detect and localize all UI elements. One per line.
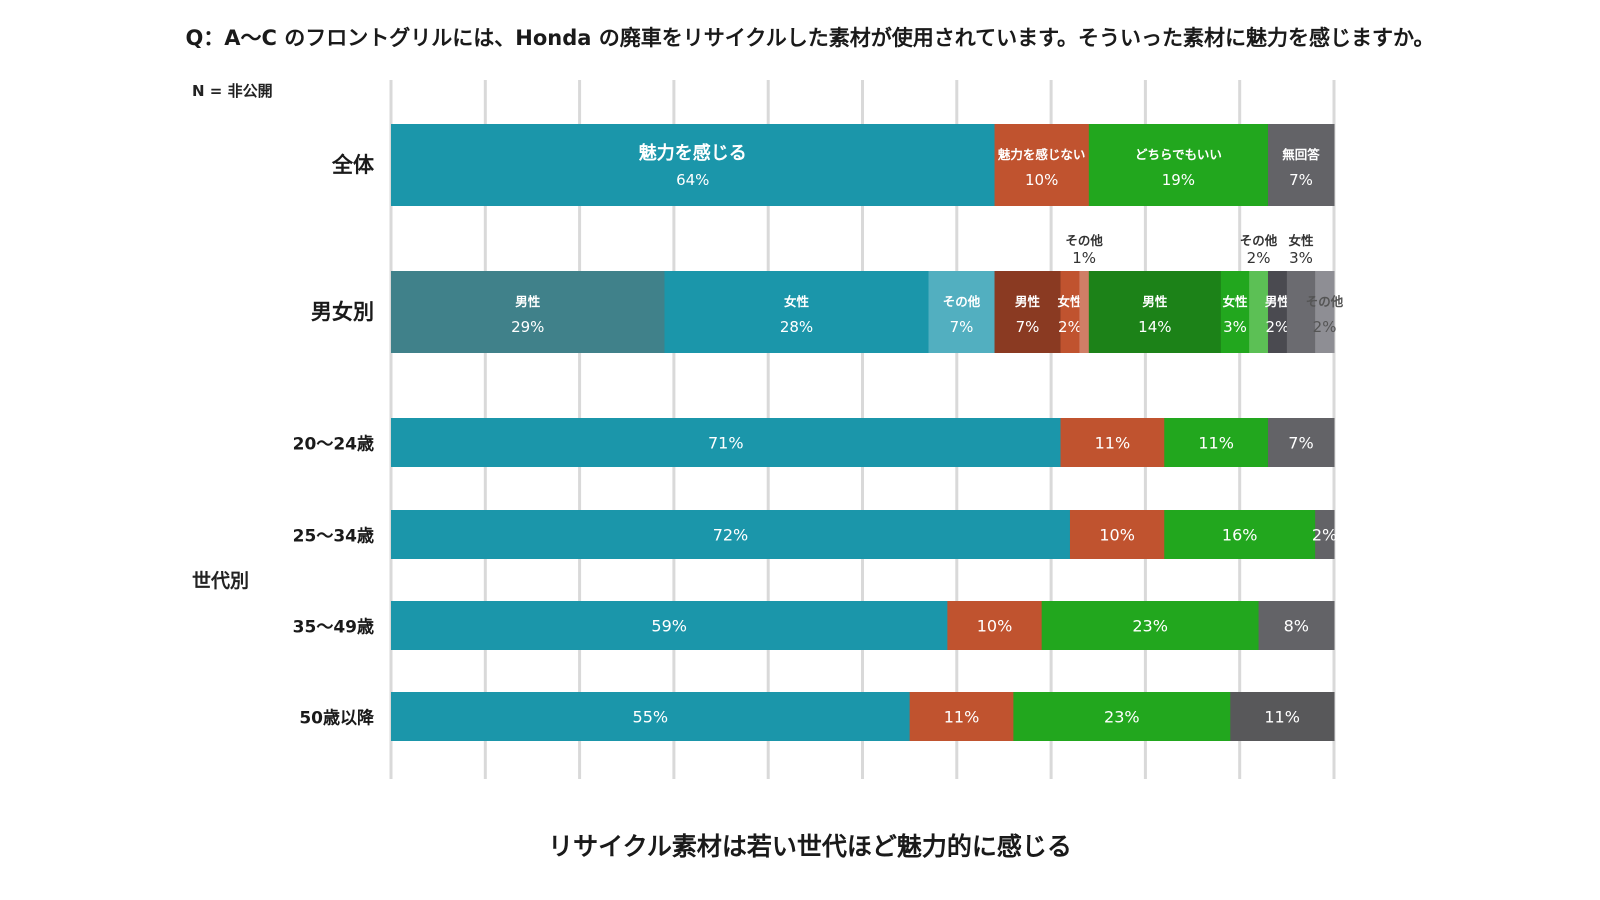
- bar-segment: [994, 124, 1090, 206]
- segment-category-label: 無回答: [1282, 147, 1320, 162]
- segment-value-label: 59%: [651, 617, 687, 636]
- segment-value-label: 3%: [1223, 318, 1247, 336]
- bar-segment: [391, 510, 1071, 559]
- segment-category-label: 女性: [1057, 294, 1083, 309]
- row-label: 35〜49歳: [293, 617, 374, 638]
- segment-category-label: 女性: [784, 294, 810, 309]
- bar-segment: [391, 271, 665, 353]
- bar-segment: [1249, 271, 1269, 353]
- segment-value-label: 7%: [1016, 318, 1040, 336]
- bar-segment: [391, 124, 996, 206]
- segment-value-label: 29%: [511, 318, 544, 336]
- bar-segment: [1060, 418, 1165, 467]
- segment-value-label: 55%: [633, 708, 669, 727]
- segment-category-label: その他: [943, 294, 981, 309]
- segment-category-label: 男性: [1265, 294, 1291, 309]
- bar-segment: [1088, 124, 1269, 206]
- segment-value-label: 64%: [676, 171, 709, 189]
- bar-segment: [928, 271, 996, 353]
- segment-value-label: 11%: [944, 708, 980, 727]
- segment-value-label: 3%: [1289, 249, 1313, 267]
- segment-value-label: 11%: [1198, 434, 1234, 453]
- bar-segment: [1315, 271, 1335, 353]
- segment-value-label: 71%: [708, 434, 744, 453]
- bar-segment: [1267, 124, 1335, 206]
- segment-value-label: 7%: [950, 318, 974, 336]
- row-label: 20〜24歳: [293, 434, 374, 455]
- bar-segment: [664, 271, 930, 353]
- segment-category-label: その他: [1306, 294, 1344, 309]
- row-label: 25〜34歳: [293, 526, 374, 547]
- bar-segment: [947, 601, 1043, 650]
- bar-segment: [1230, 692, 1335, 741]
- segment-value-label: 2%: [1058, 318, 1082, 336]
- segment-category-label: その他: [1240, 233, 1278, 248]
- segment-value-label: 2%: [1312, 526, 1337, 545]
- segment-category-label: 男性: [1015, 294, 1041, 309]
- bar-segment: [391, 601, 948, 650]
- bar-segment: [1286, 271, 1316, 353]
- bar-segment: [391, 692, 911, 741]
- segment-value-label: 10%: [977, 617, 1013, 636]
- bar-segment: [391, 418, 1062, 467]
- segment-category-label: 女性: [1288, 233, 1314, 248]
- segment-value-label: 7%: [1289, 171, 1313, 189]
- bar-segment: [1013, 692, 1231, 741]
- segment-value-label: 2%: [1266, 318, 1290, 336]
- segment-category-label: どちらでもいい: [1135, 147, 1222, 162]
- segment-value-label: 23%: [1104, 708, 1140, 727]
- segment-value-label: 16%: [1222, 526, 1258, 545]
- row-label: 50歳以降: [299, 708, 375, 729]
- segment-value-label: 7%: [1288, 434, 1313, 453]
- segment-value-label: 10%: [1099, 526, 1135, 545]
- chart-conclusion: リサイクル素材は若い世代ほど魅力的に感じる: [548, 832, 1072, 861]
- segment-value-label: 2%: [1313, 318, 1337, 336]
- segment-value-label: 14%: [1138, 318, 1171, 336]
- sample-size-label: N = 非公開: [192, 82, 273, 100]
- segment-value-label: 11%: [1264, 708, 1300, 727]
- segment-value-label: 2%: [1247, 249, 1271, 267]
- bar-segment: [1315, 510, 1335, 559]
- segment-category-label: その他: [1065, 233, 1103, 248]
- bar-segment: [1258, 601, 1335, 650]
- segment-value-label: 8%: [1284, 617, 1309, 636]
- segment-value-label: 19%: [1162, 171, 1195, 189]
- row-label: 全体: [331, 153, 375, 177]
- bar-segment: [1079, 271, 1090, 353]
- row-label: 男女別: [311, 300, 374, 324]
- segment-category-label: 魅力を感じる: [639, 142, 747, 164]
- bar-segment: [1041, 601, 1260, 650]
- segment-value-label: 10%: [1025, 171, 1058, 189]
- bar-segment: [909, 692, 1014, 741]
- segment-value-label: 1%: [1072, 249, 1096, 267]
- bar-segment: [1220, 271, 1250, 353]
- bar-segment: [1164, 510, 1316, 559]
- bar-segment: [1088, 271, 1222, 353]
- segment-category-label: 魅力を感じない: [998, 147, 1086, 162]
- bar-segment: [994, 271, 1062, 353]
- group-label-age: 世代別: [192, 570, 250, 592]
- bar-segment: [1164, 418, 1269, 467]
- segment-value-label: 11%: [1095, 434, 1131, 453]
- segment-category-label: 女性: [1222, 294, 1248, 309]
- segment-value-label: 23%: [1132, 617, 1168, 636]
- segment-category-label: 男性: [515, 294, 541, 309]
- question-title: Q：A〜C のフロントグリルには、Honda の廃車をリサイクルした素材が使用さ…: [185, 26, 1435, 50]
- segment-value-label: 28%: [780, 318, 813, 336]
- segment-value-label: 72%: [713, 526, 749, 545]
- bar-segment: [1069, 510, 1165, 559]
- bar-segment: [1060, 271, 1080, 353]
- bar-segment: [1267, 418, 1335, 467]
- bar-segment: [1267, 271, 1288, 353]
- segment-category-label: 男性: [1142, 294, 1168, 309]
